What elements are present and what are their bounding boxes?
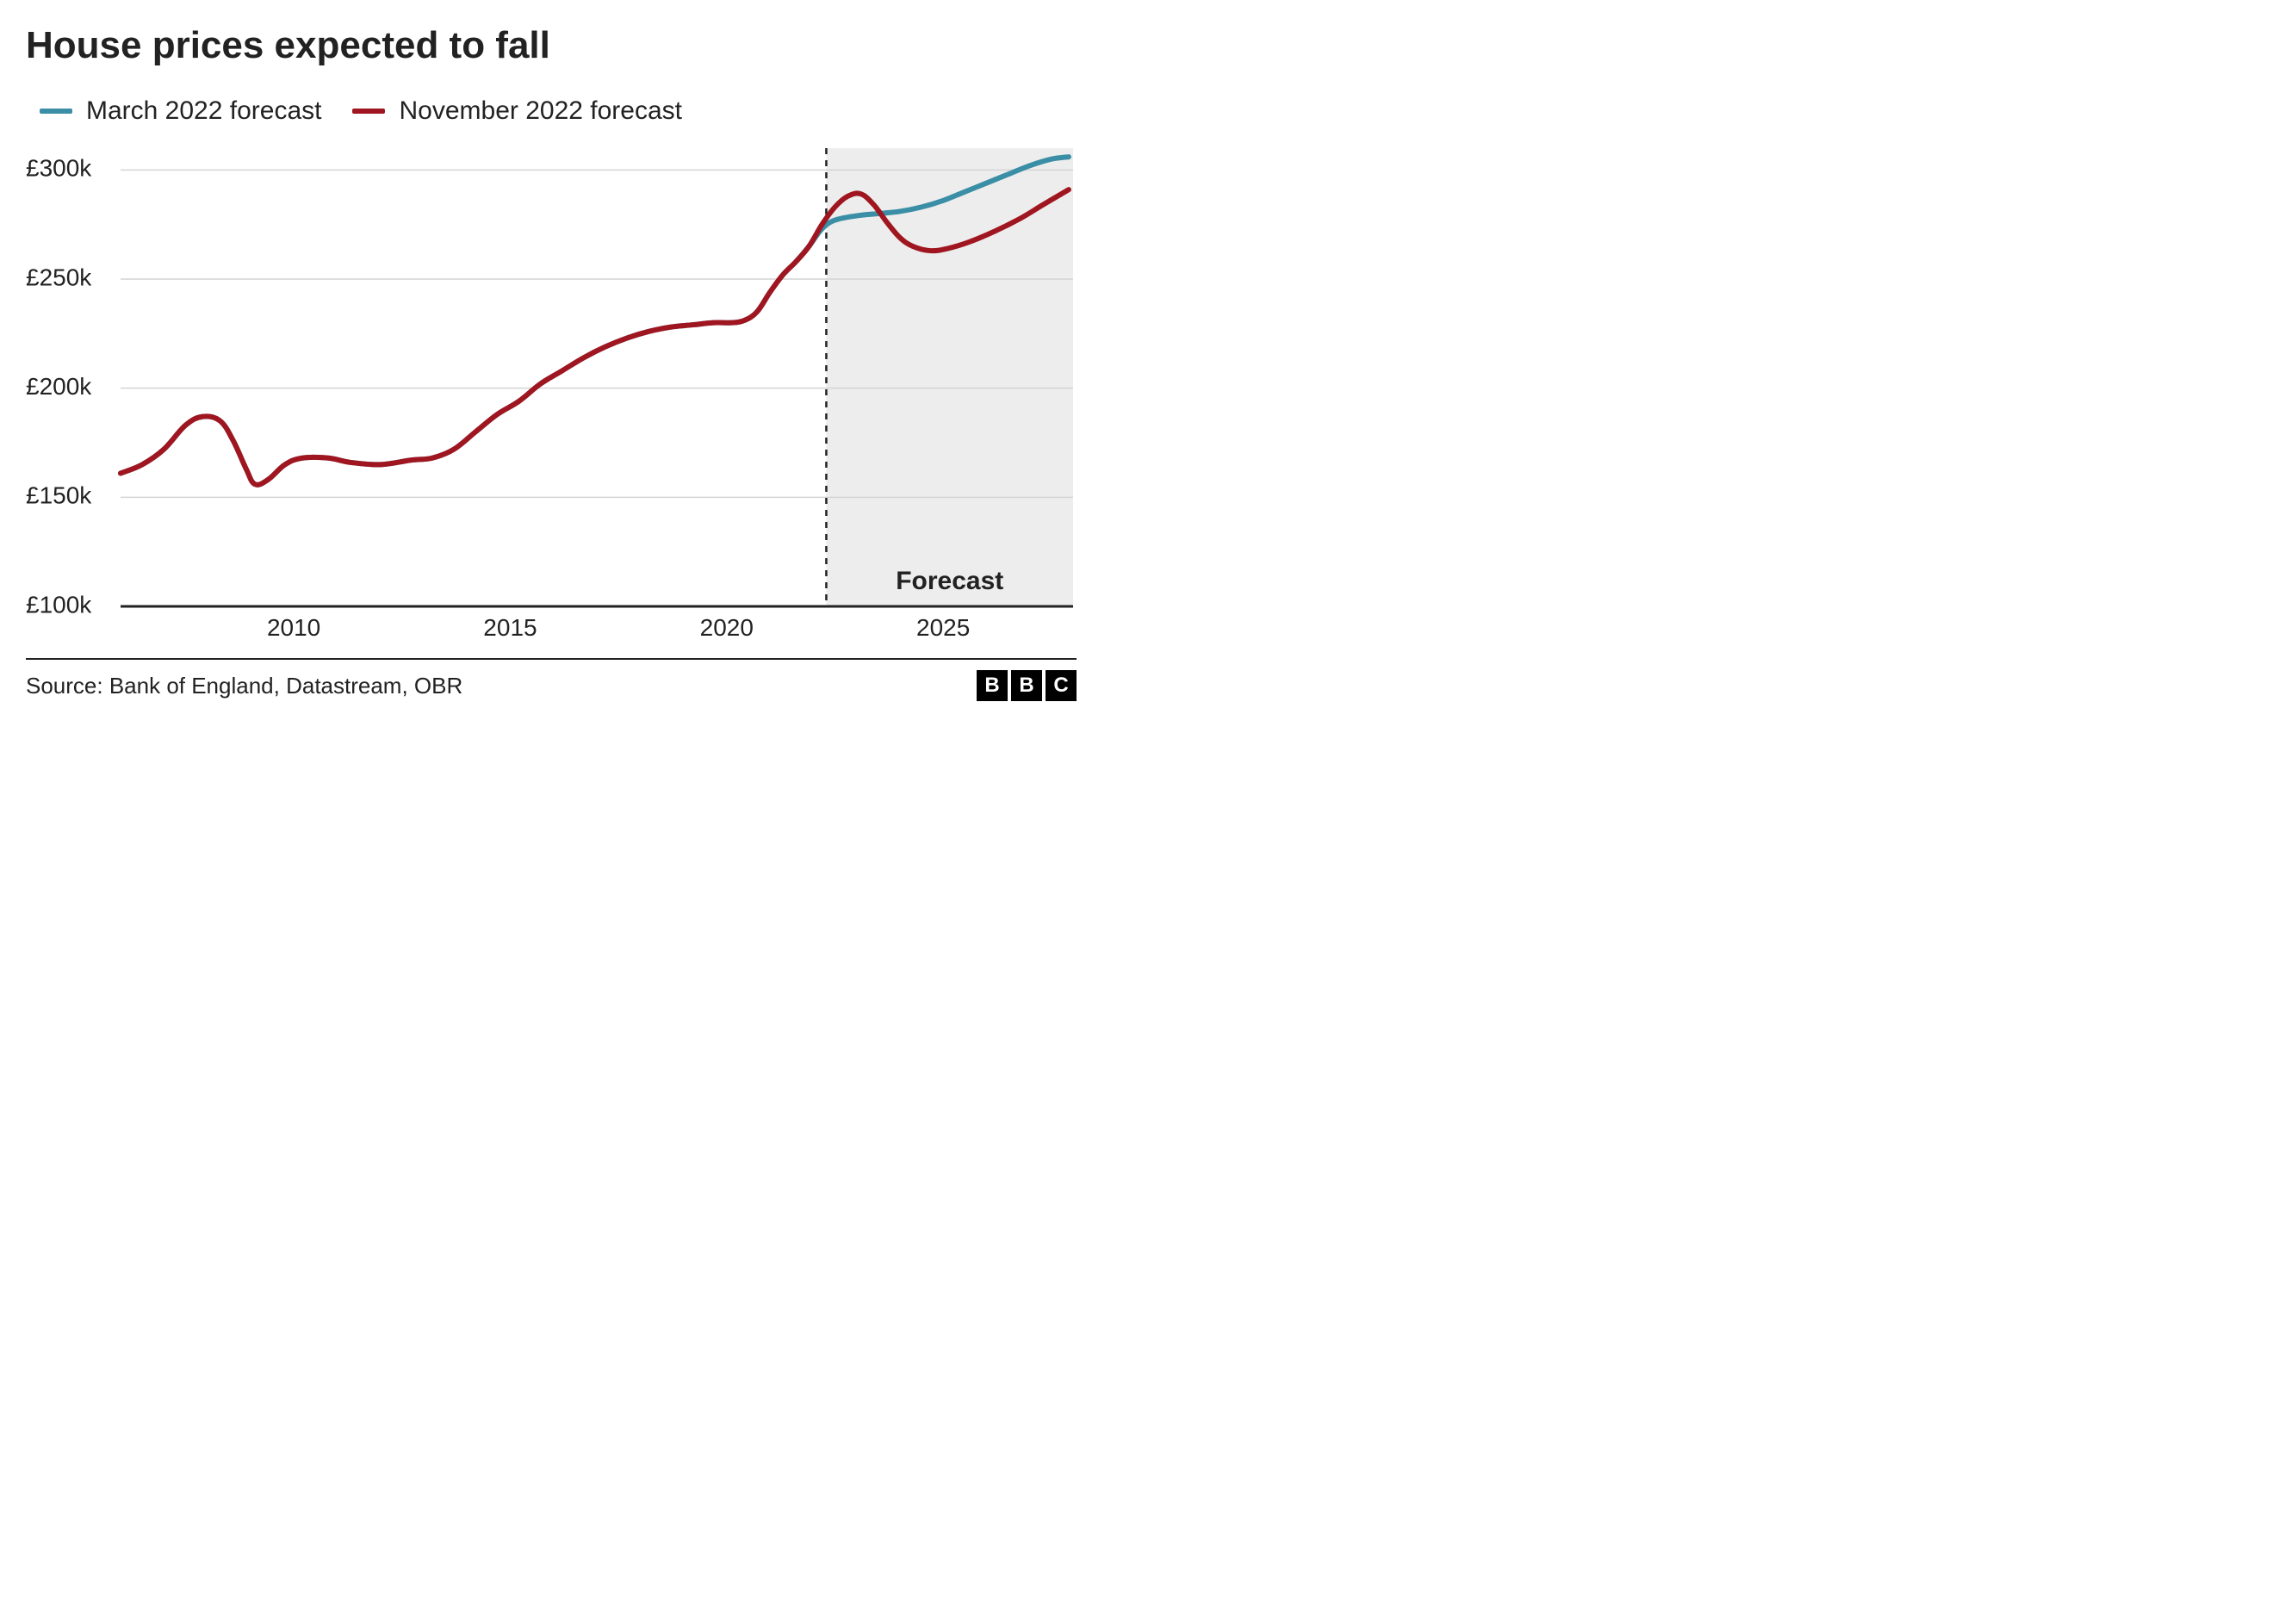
chart-container: House prices expected to fall March 2022… — [0, 0, 1102, 775]
bbc-block-2: B — [1011, 670, 1042, 701]
y-tick-label: £100k — [26, 591, 92, 618]
y-tick-label: £150k — [26, 482, 92, 509]
footer: Source: Bank of England, Datastream, OBR… — [26, 658, 1077, 701]
chart-title: House prices expected to fall — [26, 24, 1077, 67]
legend: March 2022 forecast November 2022 foreca… — [26, 96, 1077, 126]
bbc-logo: B B C — [977, 670, 1077, 701]
x-tick-label: 2010 — [267, 614, 320, 641]
plot-svg: £100k £150k £200k £250k £300k 2010 2015 2020 202… — [26, 141, 1077, 649]
legend-swatch-march — [40, 109, 72, 114]
legend-item-november: November 2022 forecast — [352, 96, 682, 126]
plot-area: £100k £150k £200k £250k £300k 2010 2015 2020 202… — [26, 141, 1077, 649]
legend-swatch-november — [352, 109, 385, 114]
y-tick-label: £250k — [26, 264, 92, 290]
x-tick-label: 2015 — [483, 614, 537, 641]
y-tick-label: £200k — [26, 373, 92, 400]
bbc-block-3: C — [1046, 670, 1077, 701]
x-tick-label: 2025 — [916, 614, 970, 641]
legend-label-november: November 2022 forecast — [399, 96, 682, 126]
y-tick-label: £300k — [26, 155, 92, 182]
x-tick-label: 2020 — [700, 614, 754, 641]
bbc-block-1: B — [977, 670, 1008, 701]
legend-item-march: March 2022 forecast — [40, 96, 321, 126]
forecast-label: Forecast — [896, 567, 1003, 595]
legend-label-march: March 2022 forecast — [86, 96, 321, 126]
source-text: Source: Bank of England, Datastream, OBR — [26, 673, 462, 699]
